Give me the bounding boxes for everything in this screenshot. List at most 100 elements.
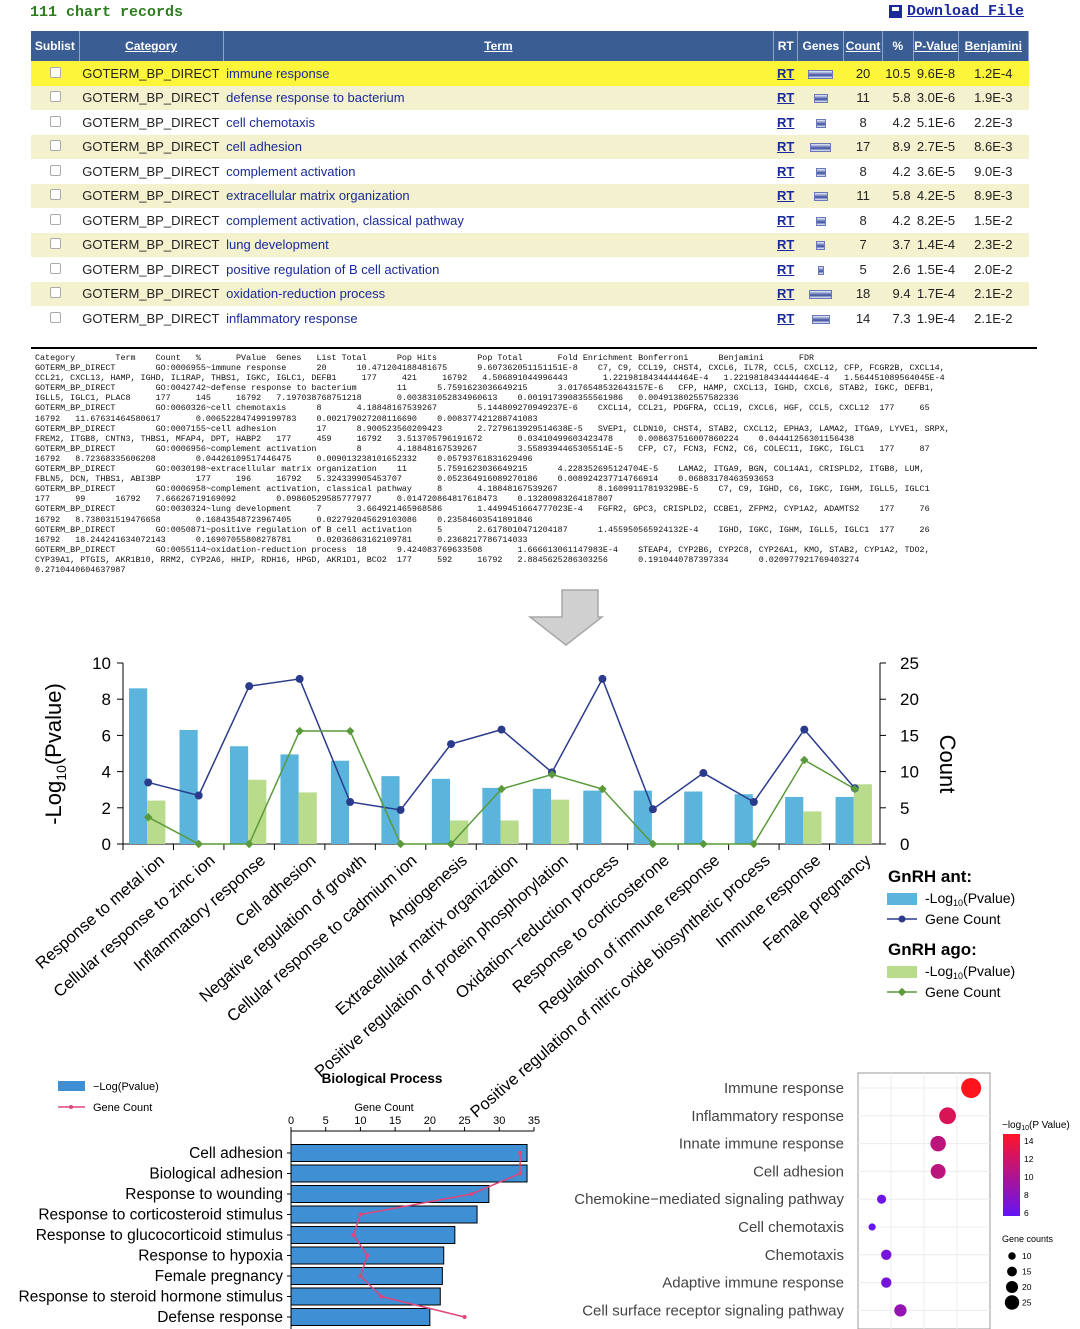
table-header-4[interactable]: Genes: [797, 31, 845, 61]
sublist-checkbox[interactable]: [49, 164, 61, 176]
genes-bar[interactable]: [808, 69, 834, 79]
benjamini-cell: 2.1E-2: [958, 306, 1029, 331]
term-link[interactable]: positive regulation of B cell activation: [226, 261, 440, 277]
y-tick-label: 2: [102, 799, 111, 818]
genes-bar[interactable]: [815, 216, 826, 226]
legend-label-line: Gene Count: [93, 1102, 152, 1114]
rt-link[interactable]: RT: [777, 139, 795, 155]
term-link[interactable]: cell chemotaxis: [226, 114, 315, 130]
gene-count-point-ant: [749, 798, 758, 807]
sublist-checkbox[interactable]: [49, 66, 61, 78]
gene-count-point-ant: [598, 674, 607, 683]
term-link[interactable]: extracellular matrix organization: [226, 188, 410, 204]
table-header-5[interactable]: Count: [843, 31, 883, 61]
legend-bar-main: -Log: [925, 890, 953, 906]
legend-group-ant: GnRH ant:: [888, 867, 972, 886]
size-legend-tick: 15: [1022, 1267, 1032, 1277]
term-link[interactable]: complement activation: [226, 163, 356, 179]
sublist-checkbox[interactable]: [49, 91, 61, 103]
legend-bar-main: -Log: [925, 963, 953, 979]
bar-ant: [835, 796, 854, 844]
term-link[interactable]: immune response: [226, 65, 330, 81]
rt-link[interactable]: RT: [777, 188, 795, 204]
pvalue-cell: 1.5E-4: [913, 257, 959, 282]
sublist-checkbox[interactable]: [49, 311, 61, 323]
rt-link[interactable]: RT: [777, 90, 795, 106]
download-file-link[interactable]: Download File: [888, 3, 1024, 20]
rt-link[interactable]: RT: [777, 65, 795, 81]
bar-ago: [853, 784, 872, 844]
genes-bar[interactable]: [811, 314, 830, 324]
gene-count-point: [469, 1192, 474, 1196]
rt-cell: RT: [773, 134, 798, 159]
gene-count-point: [351, 1233, 356, 1237]
legend-swatch-bar: [58, 1081, 85, 1091]
count-cell: 5: [843, 257, 883, 282]
table-header-8[interactable]: Benjamini: [958, 31, 1030, 61]
rt-link[interactable]: RT: [777, 163, 795, 179]
genes-bar[interactable]: [815, 118, 826, 128]
category-label: Cell surface receptor signaling pathway: [582, 1302, 844, 1319]
sublist-checkbox[interactable]: [49, 262, 61, 274]
table-header-3[interactable]: RT: [773, 31, 799, 61]
term-link[interactable]: complement activation, classical pathway: [226, 212, 464, 228]
sublist-checkbox[interactable]: [49, 115, 61, 127]
term-link[interactable]: inflammatory response: [226, 310, 358, 326]
sublist-checkbox[interactable]: [49, 189, 61, 201]
term-link[interactable]: lung development: [226, 237, 329, 253]
benjamini-cell: 1.9E-3: [958, 85, 1029, 110]
x-tick-label: 25: [458, 1115, 470, 1127]
category-label: Cell chemotaxis: [738, 1219, 844, 1236]
color-legend-tick: 8: [1024, 1190, 1029, 1200]
category-label: Chemotaxis: [765, 1247, 844, 1264]
download-icon: [888, 5, 902, 18]
rt-link[interactable]: RT: [777, 114, 795, 130]
genes-bar[interactable]: [810, 143, 832, 153]
genes-bar[interactable]: [813, 94, 828, 104]
rt-link[interactable]: RT: [777, 310, 795, 326]
color-legend-bar: [1003, 1134, 1020, 1216]
term-cell: immune response: [223, 61, 774, 86]
genes-bar[interactable]: [817, 265, 824, 275]
table-header-1[interactable]: Category: [79, 31, 224, 61]
bar-ant: [431, 778, 451, 844]
category-cell: GOTERM_BP_DIRECT: [79, 134, 224, 159]
percent-cell: 4.2: [882, 110, 914, 135]
table-header-7[interactable]: P-Value: [913, 31, 959, 61]
genes-bar[interactable]: [809, 290, 833, 300]
gene-count-point: [379, 1294, 384, 1299]
sublist-checkbox[interactable]: [49, 213, 61, 225]
rt-link[interactable]: RT: [777, 237, 795, 253]
genes-bar[interactable]: [813, 192, 828, 202]
bar-ant: [482, 787, 501, 844]
chart-records-table: Sublist Category Term RT Genes Count% P-Value B…: [31, 31, 1030, 331]
bar-ant: [785, 796, 804, 844]
gene-count-point-ago: [396, 839, 405, 849]
y2-tick-label: 20: [900, 690, 919, 709]
y2-tick-label: 0: [900, 835, 909, 854]
table-header-6[interactable]: %: [882, 31, 915, 61]
sublist-checkbox[interactable]: [49, 140, 61, 152]
term-link[interactable]: oxidation-reduction process: [226, 286, 386, 302]
genes-bar[interactable]: [815, 167, 826, 177]
sublist-checkbox[interactable]: [49, 287, 61, 299]
size-legend-dot: [1008, 1252, 1016, 1260]
rt-link[interactable]: RT: [777, 261, 795, 277]
rt-link[interactable]: RT: [777, 212, 795, 228]
color-legend-tick: 14: [1024, 1136, 1034, 1146]
size-legend-tick: 20: [1022, 1282, 1032, 1292]
genes-bar[interactable]: [816, 241, 826, 251]
rt-link[interactable]: RT: [777, 286, 795, 302]
gene-count-point-ago: [295, 726, 304, 736]
term-link[interactable]: cell adhesion: [226, 139, 303, 155]
x-tick-label: 0: [288, 1115, 294, 1127]
category-label: Female pregnancy: [155, 1268, 284, 1285]
sublist-cell: [31, 61, 80, 86]
term-link[interactable]: defense response to bacterium: [226, 90, 405, 106]
table-header-2[interactable]: Term: [223, 31, 775, 61]
sublist-cell: [31, 232, 80, 257]
y-tick-label: 6: [102, 726, 111, 745]
category-label: Innate immune response: [679, 1136, 844, 1153]
sublist-checkbox[interactable]: [49, 238, 61, 250]
